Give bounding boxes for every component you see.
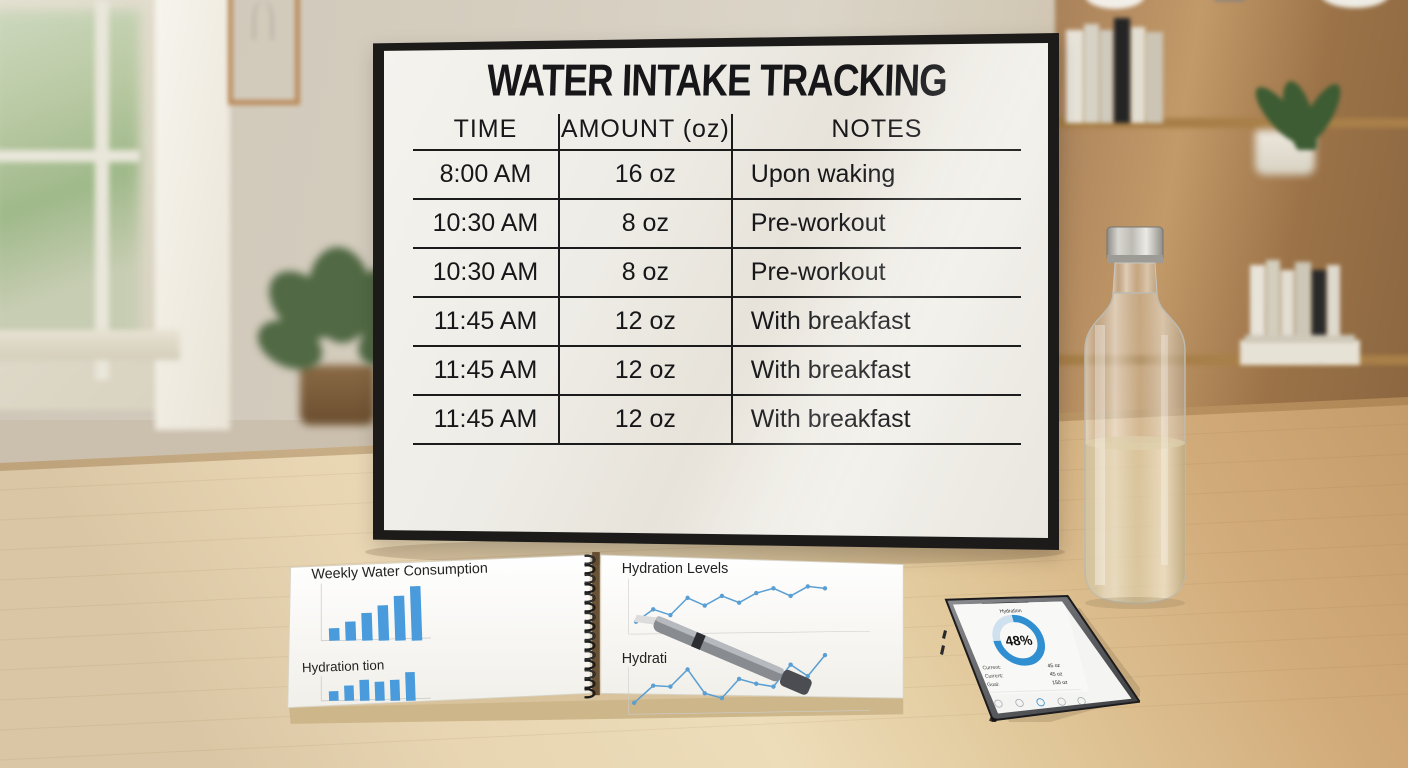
svg-text:Current:: Current: [982,665,1002,671]
svg-text:Hydration tion: Hydration tion [302,657,385,675]
svg-text:150 oz: 150 oz [1052,680,1069,686]
svg-text:Hydration: Hydration [999,608,1023,615]
svg-text:45 oz: 45 oz [1047,663,1062,669]
svg-text:48%: 48% [1004,633,1035,649]
svg-text:Hydrati: Hydrati [622,651,667,667]
svg-text:Current:: Current: [984,673,1004,679]
svg-text:45 oz: 45 oz [1049,671,1064,677]
svg-text:Goal:: Goal: [987,682,1001,688]
svg-text:Hydration Levels: Hydration Levels [622,561,729,577]
